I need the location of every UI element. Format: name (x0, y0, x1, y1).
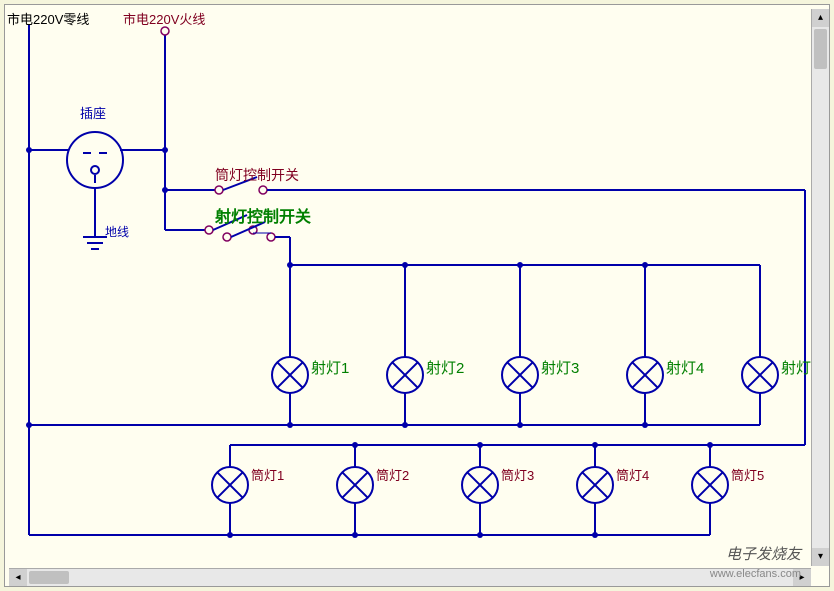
label-down-2: 筒灯2 (376, 465, 409, 484)
vertical-scrollbar[interactable]: ▴ ▾ (811, 9, 829, 566)
label-live: 市电220V火线 (123, 9, 205, 28)
label-down-3: 筒灯3 (501, 465, 534, 484)
scroll-thumb-v[interactable] (814, 29, 827, 69)
label-spot-4: 射灯4 (666, 357, 704, 378)
label-spot-1: 射灯1 (311, 357, 349, 378)
label-down-5: 筒灯5 (731, 465, 764, 484)
down-lights-group (212, 442, 728, 538)
label-ground: 地线 (105, 223, 129, 240)
label-spot-2: 射灯2 (426, 357, 464, 378)
label-spot-switch: 射灯控制开关 (215, 203, 311, 227)
label-down-1: 筒灯1 (251, 465, 284, 484)
label-down-switch: 筒灯控制开关 (215, 165, 299, 185)
scroll-left-icon[interactable]: ◂ (9, 569, 27, 586)
label-neutral: 市电220V零线 (7, 9, 89, 28)
label-spot-3: 射灯3 (541, 357, 579, 378)
spot-lights-group (272, 262, 778, 428)
watermark-url: www.elecfans.com (710, 568, 801, 580)
scroll-down-icon[interactable]: ▾ (812, 548, 829, 566)
scroll-up-icon[interactable]: ▴ (812, 9, 829, 27)
circuit-svg (5, 5, 831, 588)
scroll-thumb-h[interactable] (29, 571, 69, 584)
label-socket: 插座 (80, 103, 106, 122)
watermark-title: 电子发烧友 (726, 543, 801, 564)
label-down-4: 筒灯4 (616, 465, 649, 484)
diagram-canvas: 市电220V零线 市电220V火线 插座 地线 筒灯控制开关 射灯控制开关 射灯… (4, 4, 830, 587)
horizontal-scrollbar[interactable]: ◂ ▸ (9, 568, 811, 586)
